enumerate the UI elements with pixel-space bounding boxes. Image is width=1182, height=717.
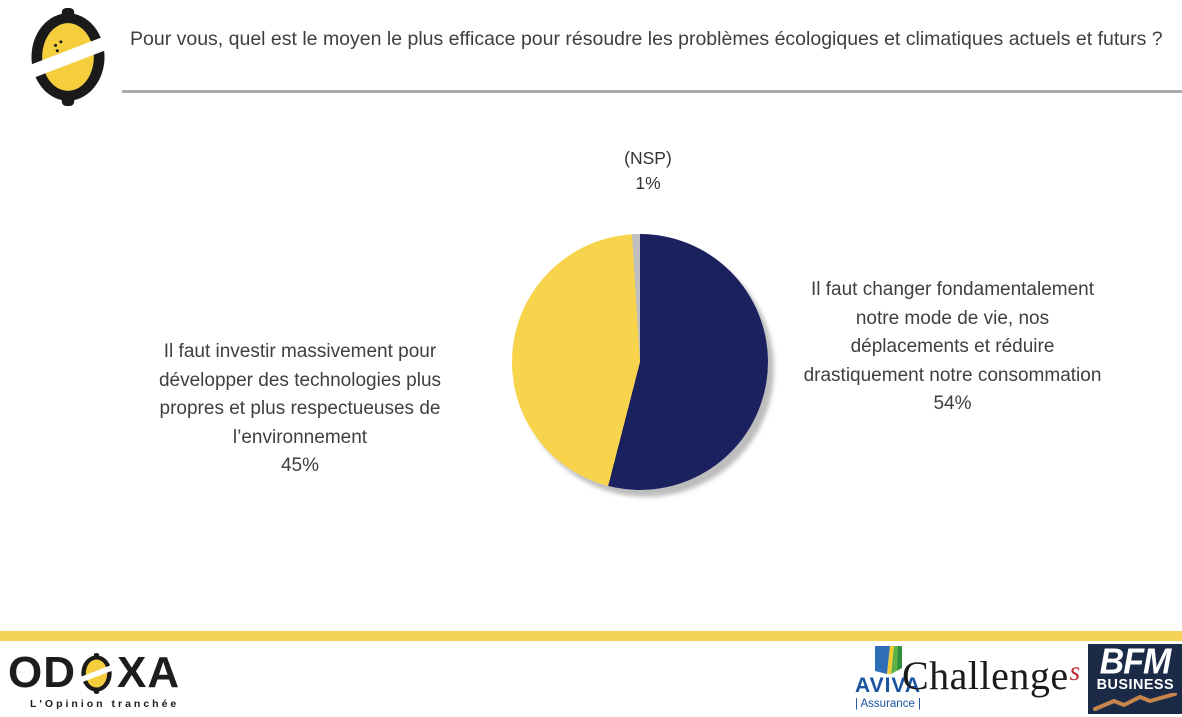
slice-percent: 1% (635, 173, 661, 194)
title-divider (122, 90, 1182, 93)
bfm-text: BFM (1099, 642, 1172, 682)
challenges-logo: Challenges (902, 652, 1081, 699)
slice-label-text: (NSP) (624, 148, 672, 168)
slice-label-changer-mode-de-vie: Il faut changer fondamentalement notre m… (795, 276, 1110, 419)
pie-chart (512, 234, 768, 490)
challenges-name: Challenge (902, 653, 1069, 698)
bfm-business-logo: BFM BUSINESS (1088, 644, 1182, 714)
slice-percent: 45% (280, 455, 320, 476)
odoxa-logo-text-left: OD (8, 648, 76, 697)
challenges-red-s: s (1069, 656, 1081, 686)
odoxa-logo: OD XA (8, 648, 181, 697)
bfm-business-text: BUSINESS (1096, 676, 1174, 693)
slice-label-text: Il faut investir massivement pour dévelo… (158, 341, 442, 448)
slice-label-nsp: (NSP) 1% (573, 146, 723, 197)
footer-accent-bar (0, 631, 1182, 641)
aviva-logo: AVIVA | Assurance | (843, 645, 933, 712)
odoxa-lemon-icon-small (71, 651, 122, 696)
slice-label-investir-technologies: Il faut investir massivement pour dévelo… (140, 338, 460, 481)
odoxa-lemon-icon (7, 8, 129, 106)
aviva-subtitle: | Assurance | (854, 698, 922, 711)
aviva-flag-icon (875, 646, 902, 674)
page-title: Pour vous, quel est le moyen le plus eff… (130, 28, 1163, 50)
bfm-zigzag-icon (1093, 693, 1177, 711)
odoxa-logo-text-right: XA (117, 648, 181, 697)
odoxa-tagline: L'Opinion tranchée (30, 698, 180, 710)
aviva-name: AVIVA (854, 674, 922, 697)
slice-label-text: Il faut changer fondamentalement notre m… (803, 279, 1102, 386)
slice-percent: 54% (933, 393, 972, 414)
